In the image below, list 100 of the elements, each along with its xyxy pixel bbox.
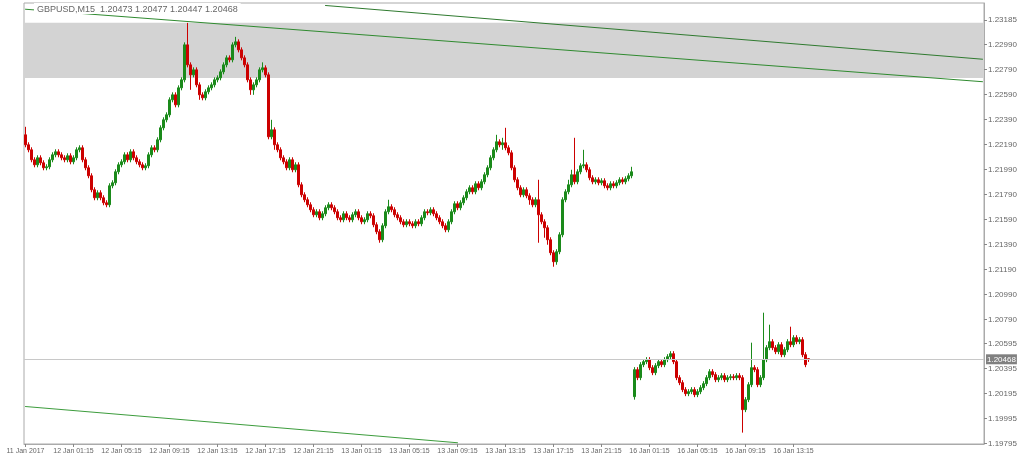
y-tick-label: 1.21990 bbox=[988, 164, 1018, 174]
candlestick bbox=[726, 374, 729, 383]
candlestick bbox=[102, 194, 105, 206]
candlestick bbox=[534, 196, 537, 208]
candlestick bbox=[777, 341, 780, 355]
candlestick bbox=[654, 362, 657, 376]
candlestick bbox=[438, 214, 441, 225]
candlestick bbox=[606, 182, 609, 191]
candlestick bbox=[390, 203, 393, 213]
candlestick bbox=[723, 372, 726, 383]
ref-line-label: 1.20468 bbox=[987, 354, 1017, 364]
candlestick bbox=[603, 177, 606, 189]
candlestick bbox=[741, 374, 744, 434]
candlestick bbox=[75, 146, 78, 161]
candlestick bbox=[315, 208, 318, 218]
candlestick bbox=[426, 208, 429, 216]
candlestick bbox=[270, 119, 273, 140]
candlestick bbox=[138, 158, 141, 168]
candlestick bbox=[48, 156, 51, 170]
candlestick bbox=[501, 137, 504, 151]
candlestick bbox=[294, 161, 297, 173]
candlestick bbox=[66, 152, 69, 163]
candlestick bbox=[429, 206, 432, 216]
candlestick bbox=[408, 218, 411, 227]
candlestick bbox=[798, 336, 801, 345]
candlestick bbox=[681, 379, 684, 393]
candlestick bbox=[504, 127, 507, 151]
candlestick bbox=[342, 210, 345, 223]
candlestick bbox=[435, 210, 438, 221]
candlestick bbox=[309, 201, 312, 213]
y-tick-label: 1.21390 bbox=[988, 239, 1018, 249]
candlestick bbox=[204, 88, 207, 101]
candlestick bbox=[594, 176, 597, 185]
y-tick-label: 1.22390 bbox=[988, 114, 1018, 124]
candlestick bbox=[618, 176, 621, 186]
candlestick bbox=[132, 148, 135, 161]
candlestick bbox=[258, 66, 261, 83]
candlestick bbox=[456, 200, 459, 211]
candlestick bbox=[588, 166, 591, 181]
candlestick bbox=[498, 138, 501, 148]
candlestick bbox=[729, 373, 732, 381]
candlestick bbox=[345, 210, 348, 221]
candlestick bbox=[330, 201, 333, 211]
candlestick bbox=[624, 175, 627, 185]
candlestick bbox=[444, 222, 447, 233]
candlestick bbox=[105, 199, 108, 208]
candlestick bbox=[633, 366, 636, 401]
candlestick bbox=[714, 371, 717, 383]
candlestick bbox=[690, 386, 693, 395]
candlestick bbox=[279, 146, 282, 161]
y-tick-label: 1.19995 bbox=[988, 413, 1018, 423]
y-tick-label: 1.20990 bbox=[988, 289, 1018, 299]
candlestick bbox=[621, 176, 624, 185]
candlestick bbox=[231, 41, 234, 63]
candlestick bbox=[96, 189, 99, 201]
candlestick bbox=[636, 366, 639, 381]
candlestick bbox=[411, 220, 414, 229]
candlestick bbox=[417, 218, 420, 227]
candlestick bbox=[354, 208, 357, 218]
candlestick bbox=[597, 176, 600, 186]
candlestick bbox=[348, 214, 351, 223]
candlestick bbox=[459, 199, 462, 211]
candlestick bbox=[471, 184, 474, 195]
y-tick-label: 1.22590 bbox=[988, 89, 1018, 99]
candlestick bbox=[522, 186, 525, 198]
candlestick bbox=[648, 356, 651, 371]
candlestick bbox=[639, 361, 642, 381]
candlestick bbox=[711, 368, 714, 378]
y-tick-label: 1.20395 bbox=[988, 363, 1018, 373]
candlestick bbox=[123, 151, 126, 165]
candlestick bbox=[357, 208, 360, 221]
candlestick bbox=[771, 338, 774, 351]
candlestick bbox=[228, 54, 231, 63]
candlestick bbox=[285, 158, 288, 171]
y-tick-label: 1.22790 bbox=[988, 64, 1018, 74]
candlestick bbox=[405, 218, 408, 228]
candlestick bbox=[663, 356, 666, 368]
y-tick-label: 1.19795 bbox=[988, 438, 1018, 448]
candlestick bbox=[780, 341, 783, 358]
y-tick-label: 1.22190 bbox=[988, 139, 1018, 149]
candlestick bbox=[153, 144, 156, 153]
candlestick bbox=[57, 148, 60, 158]
candlestick bbox=[366, 210, 369, 223]
candlestick bbox=[687, 388, 690, 397]
candlestick bbox=[60, 151, 63, 161]
candlestick bbox=[792, 334, 795, 348]
candlestick bbox=[129, 148, 132, 163]
candlestick bbox=[24, 126, 27, 148]
candlestick bbox=[717, 374, 720, 383]
candlestick bbox=[312, 206, 315, 218]
y-tick-label: 1.21190 bbox=[988, 264, 1017, 274]
y-tick-label: 1.21790 bbox=[988, 189, 1018, 199]
candlestick bbox=[318, 208, 321, 221]
candlestick bbox=[600, 177, 603, 186]
candlestick bbox=[786, 338, 789, 353]
candlestick bbox=[399, 214, 402, 225]
candlestick bbox=[414, 218, 417, 229]
candlestick bbox=[141, 161, 144, 171]
candlestick bbox=[54, 148, 57, 158]
candlestick bbox=[732, 373, 735, 381]
